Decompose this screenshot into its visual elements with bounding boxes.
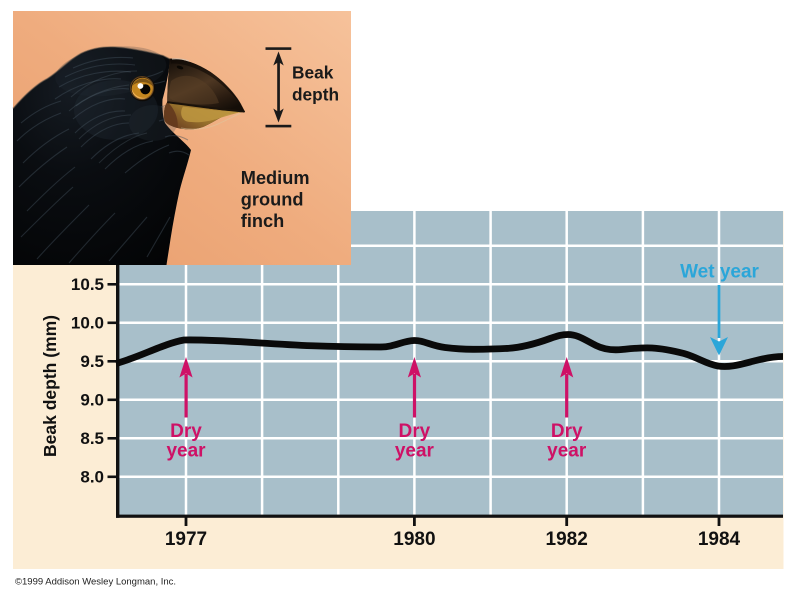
svg-text:depth: depth	[292, 84, 339, 104]
svg-text:Dry: Dry	[399, 421, 431, 442]
svg-text:8.0: 8.0	[80, 468, 104, 487]
svg-text:10.5: 10.5	[71, 275, 104, 294]
svg-text:1982: 1982	[546, 529, 588, 550]
svg-text:©1999 Addison Wesley Longman,: ©1999 Addison Wesley Longman, Inc.	[15, 577, 176, 588]
svg-text:9.5: 9.5	[80, 352, 104, 371]
svg-text:finch: finch	[241, 211, 284, 231]
svg-text:Medium: Medium	[241, 168, 310, 188]
svg-text:ground: ground	[241, 190, 304, 210]
svg-text:10.0: 10.0	[71, 314, 104, 333]
svg-text:Beak depth (mm): Beak depth (mm)	[40, 315, 60, 457]
svg-text:year: year	[166, 441, 206, 462]
svg-text:Dry: Dry	[551, 421, 583, 442]
svg-text:8.5: 8.5	[80, 429, 104, 448]
svg-text:Wet year: Wet year	[680, 262, 759, 283]
svg-text:9.0: 9.0	[80, 391, 104, 410]
svg-text:Beak: Beak	[292, 62, 334, 82]
svg-text:year: year	[547, 441, 587, 462]
svg-text:year: year	[395, 441, 435, 462]
svg-text:1980: 1980	[393, 529, 435, 550]
svg-text:Dry: Dry	[170, 421, 202, 442]
svg-text:1977: 1977	[165, 529, 207, 550]
svg-text:1984: 1984	[698, 529, 741, 550]
